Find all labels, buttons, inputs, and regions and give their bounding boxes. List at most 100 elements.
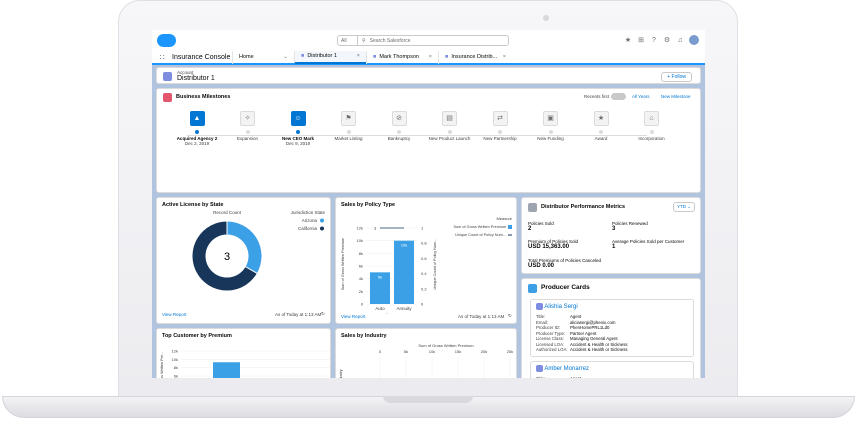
field-label: Producer ID: (536, 325, 561, 331)
producer-field: License Class: Managing General Agent (536, 336, 688, 342)
tab-insurance-distrib[interactable]: ■ Insurance Distrib... × (438, 50, 512, 64)
y2-axis-label: Unique Count of Policy Num... (433, 239, 437, 290)
record-name: Distributor 1 (177, 75, 215, 82)
y2-tick-label: 0.2 (421, 286, 427, 291)
milestone-item[interactable]: ★ Award (571, 111, 631, 141)
producer-name[interactable]: Alishia Sergi (544, 304, 578, 311)
card-title: Sales by Industry (341, 333, 387, 339)
close-icon[interactable]: × (356, 53, 360, 59)
y-tick-label: 12k (172, 349, 178, 354)
producer-name[interactable]: Amber Monarrez (544, 365, 590, 372)
all-years-dropdown[interactable]: All Years (632, 94, 650, 99)
milestone-dot (245, 130, 250, 134)
milestone-item[interactable]: ▲ Acquired Agency 2 Dec 2, 2019 (167, 111, 227, 146)
view-report-link[interactable]: View Report (341, 314, 366, 319)
follow-button[interactable]: + Follow (661, 72, 692, 82)
milestone-label: Incorporation (638, 136, 665, 141)
milestone-icon (163, 93, 172, 102)
chevron-down-icon[interactable]: ⌄ (283, 54, 288, 60)
metric-policies-sold: Policies Sold 2 (528, 221, 554, 232)
ytd-dropdown[interactable]: YTD ⌄ (672, 202, 695, 212)
producer-field: Producer Type: Partner Agent (536, 331, 688, 337)
field-label: Title: (536, 376, 570, 378)
camera (543, 15, 549, 21)
industry-chart: Sum of Gross Written Premium 0 5k 10k 15k 20k… (339, 343, 513, 378)
add-icon[interactable]: ⊞ (638, 37, 644, 44)
milestone-dot (447, 130, 452, 134)
legend-label: California (298, 226, 318, 231)
bar-value-label: 10k (401, 243, 407, 248)
close-icon[interactable]: × (428, 54, 432, 60)
milestone-item[interactable]: ⊘ Bankruptcy (369, 111, 429, 141)
account-icon (163, 72, 172, 81)
milestone-item[interactable]: ▣ New Funding (521, 111, 581, 141)
recents-toggle[interactable] (611, 93, 626, 100)
legend-label: Arizona (302, 218, 318, 223)
legend-swatch (320, 218, 324, 223)
y-axis-label: Sum of Gross Written Pre... (160, 352, 164, 378)
y2-tick-label: 0.6 (421, 256, 427, 261)
metric-label: Premium of Policies Sold (528, 239, 579, 244)
producer-field: Email: aliciasergi@phenix.com (536, 320, 688, 326)
tab-mark-thompson[interactable]: ■ Mark Thompson × (366, 50, 438, 64)
metrics-title: Distributor Performance Metrics (541, 204, 626, 210)
gear-icon[interactable]: ⚙ (663, 37, 671, 44)
milestone-dot (397, 130, 401, 134)
milestone-dot (599, 130, 603, 134)
y-tick-label: 4k (359, 276, 363, 281)
legend-label: Sum of Gross Written Premium (454, 225, 506, 229)
help-icon[interactable]: ? (652, 36, 656, 44)
y-tick-label: 8k (359, 251, 363, 256)
milestone-dot (649, 130, 654, 134)
app-launcher-icon[interactable]: ∷ (159, 52, 165, 62)
global-search[interactable]: All ⚲ Search Salesforce (337, 35, 509, 46)
new-milestone-button[interactable]: New Milestone (661, 94, 691, 99)
search-placeholder[interactable]: Search Salesforce (369, 37, 411, 44)
milestone-item[interactable]: ⌂ Incorporation (622, 111, 682, 141)
card-title: Top Customer by Premium (162, 333, 232, 339)
distributor-metrics-card: Distributor Performance Metrics YTD ⌄ Po… (521, 197, 701, 274)
donut-slice (226, 220, 263, 275)
metric-value: 2 (528, 226, 532, 232)
bell-icon[interactable]: ♫ (677, 36, 683, 44)
milestone-item[interactable]: ☺ New CEO Mark Dec 9, 2019 (268, 111, 328, 146)
x-axis-label: Policy Type (381, 313, 404, 314)
milestone-dot (346, 130, 351, 134)
legend-swatch (320, 226, 324, 231)
tab-home[interactable]: Home ⌄ (232, 50, 294, 64)
y2-tick-label: 0.8 (421, 241, 427, 246)
milestone-icon: ⊘ (391, 111, 407, 126)
field-label: Authorized LOA: (536, 347, 568, 353)
milestone-label: New Product Launch (428, 136, 471, 141)
field-value: Partner Agent (570, 330, 597, 336)
close-icon[interactable]: × (502, 54, 506, 60)
search-scope[interactable]: All (338, 36, 358, 45)
milestone-item[interactable]: ⚑ Market Listing (319, 111, 379, 141)
tab-distributor-1[interactable]: ■ Distributor 1 × (294, 50, 366, 64)
milestone-icon: ⚑ (341, 111, 356, 126)
x-axis-label: Sum of Gross Written Premium (418, 343, 474, 348)
milestone-item[interactable]: ⇄ New Partnership (470, 111, 530, 141)
metric-value: USD 0.00 (528, 263, 555, 269)
metric-value: 3 (612, 226, 616, 232)
y-tick-label: 10k (357, 238, 363, 243)
metric-value: USD 15,363.00 (528, 244, 570, 250)
milestone-item[interactable]: ▤ New Product Launch (420, 111, 480, 141)
view-report-link[interactable]: View Report (162, 312, 187, 317)
milestone-item[interactable]: ✧ Expansion (218, 111, 278, 141)
avatar[interactable] (689, 35, 699, 45)
milestone-dot (548, 130, 553, 134)
record-page: Account Distributor 1 + Follow Business … (156, 67, 701, 378)
refresh-icon[interactable]: ↻ (508, 313, 512, 318)
contact-icon (536, 303, 543, 310)
metric-label: Policies Renewed (612, 221, 648, 226)
salesforce-logo[interactable] (157, 34, 176, 47)
refresh-icon[interactable]: ↻ (321, 311, 325, 316)
milestone-date: Dec 2, 2019 (184, 141, 210, 146)
metric-label: Total Premiums of Policies Canceled (528, 258, 602, 263)
x-tick-label: Annuity (396, 306, 412, 311)
favorites-icon[interactable]: ★ (624, 37, 632, 44)
producer-title: Producer Cards (541, 284, 590, 291)
x-tick-label: 10k (429, 349, 435, 354)
y2-tick-label: 0.4 (421, 271, 427, 276)
